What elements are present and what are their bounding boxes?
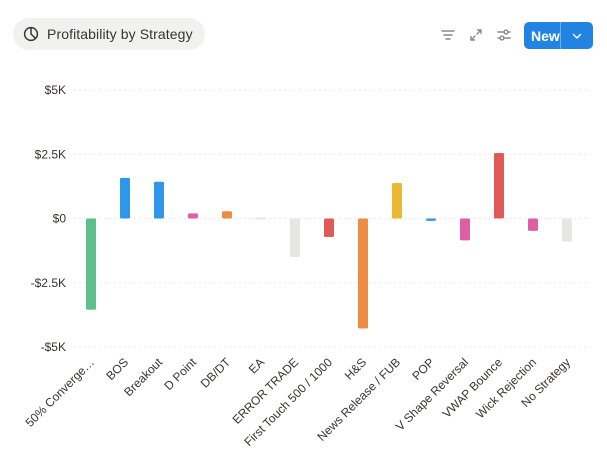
bar[interactable]: [528, 218, 538, 231]
x-tick-label: D Point: [161, 355, 199, 393]
bar[interactable]: [120, 177, 130, 219]
bar[interactable]: [324, 218, 334, 238]
bar[interactable]: [562, 218, 572, 242]
new-button[interactable]: New: [524, 22, 593, 49]
y-axis-ticks: $5K $2.5K $0 -$2.5K -$5K: [31, 83, 67, 354]
x-tick-label: H&S: [342, 355, 369, 382]
new-button-divider: [560, 22, 561, 49]
x-tick-label: Breakout: [121, 355, 165, 399]
chevron-down-icon[interactable]: [561, 22, 593, 49]
y-tick-label: $5K: [45, 83, 66, 97]
bars: [86, 152, 572, 329]
bar[interactable]: [256, 217, 266, 220]
bar[interactable]: [392, 183, 402, 219]
y-tick-label: $0: [53, 212, 67, 226]
x-tick-label: EA: [246, 355, 267, 376]
bar[interactable]: [86, 218, 96, 310]
filter-icon[interactable]: [439, 26, 457, 44]
bar[interactable]: [290, 218, 300, 258]
new-button-label[interactable]: New: [531, 27, 560, 44]
bar[interactable]: [222, 211, 232, 219]
view-tab[interactable]: Profitability by Strategy: [13, 18, 205, 50]
pie-chart-icon: [23, 26, 39, 42]
y-tick-label: -$5K: [41, 340, 66, 354]
y-tick-label: -$2.5K: [31, 276, 66, 290]
bar[interactable]: [494, 152, 504, 219]
x-tick-label: POP: [409, 355, 437, 383]
bar[interactable]: [154, 181, 164, 219]
x-tick-label: DB/DT: [198, 355, 234, 391]
view-title: Profitability by Strategy: [47, 26, 193, 42]
bar[interactable]: [188, 213, 198, 219]
x-tick-label: 50% Converge…: [23, 355, 98, 430]
bar[interactable]: [426, 218, 436, 221]
bar[interactable]: [358, 218, 368, 329]
expand-icon[interactable]: [467, 26, 485, 44]
settings-sliders-icon[interactable]: [495, 26, 513, 44]
x-tick-label: BOS: [103, 355, 131, 383]
bar[interactable]: [460, 218, 470, 241]
y-tick-label: $2.5K: [35, 147, 66, 161]
